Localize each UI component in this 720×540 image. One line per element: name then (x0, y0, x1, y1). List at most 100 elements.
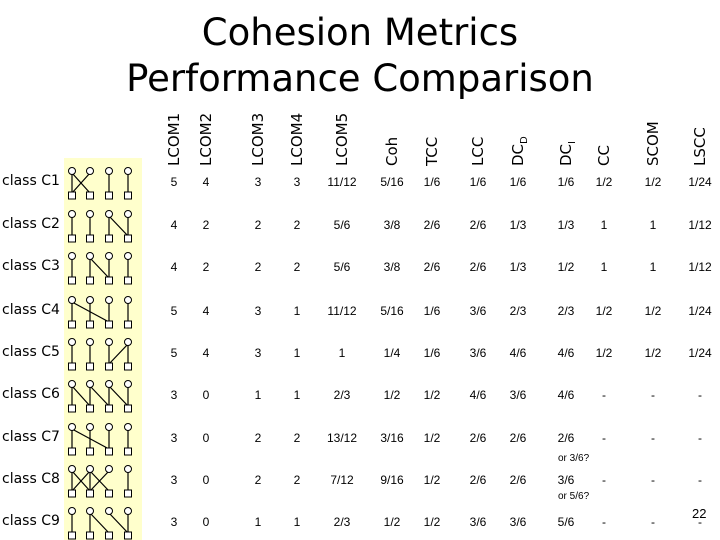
diagram-edge (108, 343, 129, 365)
class-diagrams-panel (64, 158, 142, 540)
attribute-node (86, 423, 94, 431)
cell-c5-lcom2: 4 (202, 346, 210, 360)
cell-c4-scom: 1/2 (644, 304, 662, 318)
header-label: LCOM1 (165, 112, 183, 166)
cell-c3-lcom2: 2 (202, 260, 210, 274)
method-node (86, 234, 94, 243)
cell-c2-scom: 1 (649, 218, 657, 232)
cell-c8-scom: - (651, 473, 655, 487)
cell-c5-lcc: 3/6 (469, 346, 487, 360)
cell-c3-dc-i: 1/2 (557, 260, 575, 274)
cell-c4-coh: 5/16 (380, 304, 404, 318)
header-label: TCC (423, 136, 441, 166)
note-c8: or 5/6? (558, 491, 590, 502)
method-node (105, 191, 113, 200)
header-label: LCOM5 (333, 112, 351, 166)
method-node (105, 362, 113, 371)
cell-c7-lcom1: 3 (170, 431, 178, 445)
cell-c2-lcom3: 2 (254, 218, 262, 232)
attribute-node (124, 338, 132, 346)
cell-c9-lscc: - (698, 515, 702, 529)
diagram-edge (89, 512, 110, 534)
method-node (68, 191, 76, 200)
header-label: DCI (557, 141, 578, 166)
cell-c8-cc: - (602, 473, 606, 487)
method-node (86, 362, 94, 371)
method-node (86, 404, 94, 413)
header-lcom4: LCOM4 (287, 8, 311, 166)
attribute-node (124, 380, 132, 388)
cell-c7-coh: 3/16 (380, 431, 404, 445)
cell-c8-dc-d: 2/6 (509, 473, 527, 487)
header-cc: CC (594, 8, 618, 166)
cell-c7-lcom3: 2 (254, 431, 262, 445)
cell-c2-lcc: 2/6 (469, 218, 487, 232)
attribute-node (86, 465, 94, 473)
cell-c2-cc: 1 (600, 218, 608, 232)
diagram-edge (71, 385, 91, 407)
attribute-node (86, 338, 94, 346)
cell-c7-dc-d: 2/6 (509, 431, 527, 445)
cell-c1-lcom4: 3 (293, 175, 301, 189)
attribute-node (105, 296, 113, 304)
cell-c5-lcom4: 1 (293, 346, 301, 360)
method-node (124, 191, 132, 200)
cell-c6-lcom5: 2/3 (333, 388, 351, 402)
note-c7: or 3/6? (558, 453, 590, 464)
diagram-edge (89, 470, 110, 492)
class-diagram-c8 (68, 465, 132, 498)
diagram-edge (108, 215, 129, 237)
cell-c4-lcom5: 11/12 (327, 304, 357, 318)
attribute-node (105, 380, 113, 388)
attribute-node (86, 380, 94, 388)
attribute-node (68, 507, 76, 515)
cell-c6-coh: 1/2 (383, 388, 401, 402)
cell-c1-lcom5: 11/12 (327, 175, 357, 189)
cell-c2-coh: 3/8 (383, 218, 401, 232)
attribute-node (86, 252, 94, 260)
cell-c5-coh: 1/4 (383, 346, 401, 360)
cell-c2-lcom1: 4 (170, 218, 178, 232)
attribute-node (86, 167, 94, 175)
cell-c9-coh: 1/2 (383, 515, 401, 529)
cell-c6-scom: - (651, 388, 655, 402)
attribute-node (68, 465, 76, 473)
class-diagram-c1 (68, 167, 132, 200)
attribute-node (86, 296, 94, 304)
cell-c9-dc-i: 5/6 (557, 515, 575, 529)
class-diagram-c2 (68, 210, 132, 243)
cell-c6-dc-i: 4/6 (557, 388, 575, 402)
cell-c9-lcom2: 0 (202, 515, 210, 529)
header-label: LCC (469, 136, 487, 166)
cell-c6-lcom4: 1 (293, 388, 301, 402)
cell-c2-tcc: 2/6 (423, 218, 441, 232)
diagram-edge (89, 385, 110, 407)
cell-c1-lcc: 1/6 (469, 175, 487, 189)
header-lcom5: LCOM5 (332, 8, 356, 166)
cell-c3-lscc: 1/12 (688, 260, 712, 274)
method-node (105, 447, 113, 456)
cell-c3-scom: 1 (649, 260, 657, 274)
header-dc-d: DCD (508, 8, 532, 166)
header-lcom1: LCOM1 (164, 8, 188, 166)
cell-c6-lcom2: 0 (202, 388, 210, 402)
class-diagram-c7 (68, 423, 132, 456)
title-line-1: Cohesion Metrics (201, 11, 519, 54)
cell-c3-lcom1: 4 (170, 260, 178, 274)
method-node (86, 191, 94, 200)
header-coh: Coh (382, 8, 406, 166)
cell-c4-lcom4: 1 (293, 304, 301, 318)
method-node (124, 234, 132, 243)
cell-c2-lcom4: 2 (293, 218, 301, 232)
attribute-node (105, 252, 113, 260)
cell-c9-lcom5: 2/3 (333, 515, 351, 529)
attribute-node (105, 338, 113, 346)
method-node (86, 447, 94, 456)
cell-c3-lcom3: 2 (254, 260, 262, 274)
cell-c5-lcom1: 5 (170, 346, 178, 360)
cell-c1-dc-i: 1/6 (557, 175, 575, 189)
cell-c1-lcom3: 3 (254, 175, 262, 189)
title-line-2: Performance Comparison (126, 57, 594, 100)
cell-c9-lcom1: 3 (170, 515, 178, 529)
cell-c1-lcom2: 4 (202, 175, 210, 189)
